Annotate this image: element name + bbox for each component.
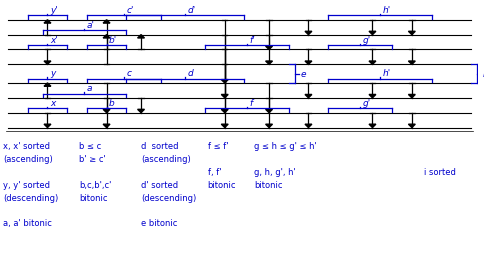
Text: x': x'	[50, 35, 58, 44]
Polygon shape	[221, 125, 227, 128]
Polygon shape	[137, 36, 144, 39]
Polygon shape	[265, 125, 272, 128]
Text: e: e	[300, 70, 305, 79]
Polygon shape	[44, 125, 51, 128]
Text: (descending): (descending)	[3, 193, 58, 202]
Text: f': f'	[249, 35, 255, 44]
Text: e bitonic: e bitonic	[141, 218, 177, 227]
Text: d': d'	[187, 6, 196, 15]
Text: (descending): (descending)	[141, 193, 196, 202]
Polygon shape	[304, 62, 311, 65]
Text: d: d	[187, 69, 193, 78]
Text: h': h'	[381, 69, 390, 78]
Polygon shape	[304, 95, 311, 98]
Polygon shape	[44, 84, 51, 87]
Polygon shape	[304, 125, 311, 128]
Polygon shape	[408, 95, 414, 98]
Polygon shape	[265, 110, 272, 113]
Text: g, h, g', h': g, h, g', h'	[254, 167, 295, 176]
Text: (ascending): (ascending)	[141, 154, 190, 164]
Polygon shape	[408, 32, 414, 36]
Text: y': y'	[50, 6, 58, 15]
Text: a': a'	[87, 21, 95, 29]
Text: i: i	[482, 70, 484, 79]
Text: x: x	[50, 98, 55, 107]
Polygon shape	[304, 32, 311, 36]
Polygon shape	[265, 47, 272, 50]
Text: g': g'	[362, 98, 370, 107]
Polygon shape	[408, 62, 414, 65]
Text: y: y	[50, 69, 55, 78]
Polygon shape	[368, 32, 375, 36]
Polygon shape	[103, 36, 110, 39]
Text: b' ≥ c': b' ≥ c'	[79, 154, 106, 164]
Text: g ≤ h ≤ g' ≤ h': g ≤ h ≤ g' ≤ h'	[254, 142, 317, 151]
Text: bitonic: bitonic	[207, 180, 236, 189]
Text: f, f': f, f'	[207, 167, 221, 176]
Text: i sorted: i sorted	[424, 167, 455, 176]
Text: y, y' sorted: y, y' sorted	[3, 180, 50, 189]
Text: c: c	[126, 69, 131, 78]
Polygon shape	[103, 110, 110, 113]
Text: f ≤ f': f ≤ f'	[207, 142, 227, 151]
Polygon shape	[137, 110, 144, 113]
Polygon shape	[44, 21, 51, 24]
Text: x, x' sorted: x, x' sorted	[3, 142, 50, 151]
Text: b': b'	[109, 35, 117, 44]
Polygon shape	[221, 95, 227, 98]
Polygon shape	[265, 62, 272, 65]
Polygon shape	[408, 125, 414, 128]
Text: c': c'	[126, 6, 134, 15]
Text: b ≤ c: b ≤ c	[79, 142, 102, 151]
Polygon shape	[103, 125, 110, 128]
Text: a: a	[87, 84, 92, 92]
Text: g': g'	[362, 35, 370, 44]
Text: a, a' bitonic: a, a' bitonic	[3, 218, 52, 227]
Polygon shape	[221, 80, 227, 84]
Polygon shape	[44, 62, 51, 65]
Polygon shape	[221, 110, 227, 113]
Text: f: f	[249, 98, 252, 107]
Text: b,c,b',c': b,c,b',c'	[79, 180, 112, 189]
Text: (ascending): (ascending)	[3, 154, 53, 164]
Polygon shape	[103, 21, 110, 24]
Text: h': h'	[381, 6, 390, 15]
Polygon shape	[368, 95, 375, 98]
Polygon shape	[368, 125, 375, 128]
Text: bitonic: bitonic	[254, 180, 282, 189]
Polygon shape	[368, 62, 375, 65]
Text: d  sorted: d sorted	[141, 142, 178, 151]
Text: b: b	[109, 98, 115, 107]
Text: d' sorted: d' sorted	[141, 180, 178, 189]
Text: bitonic: bitonic	[79, 193, 108, 202]
